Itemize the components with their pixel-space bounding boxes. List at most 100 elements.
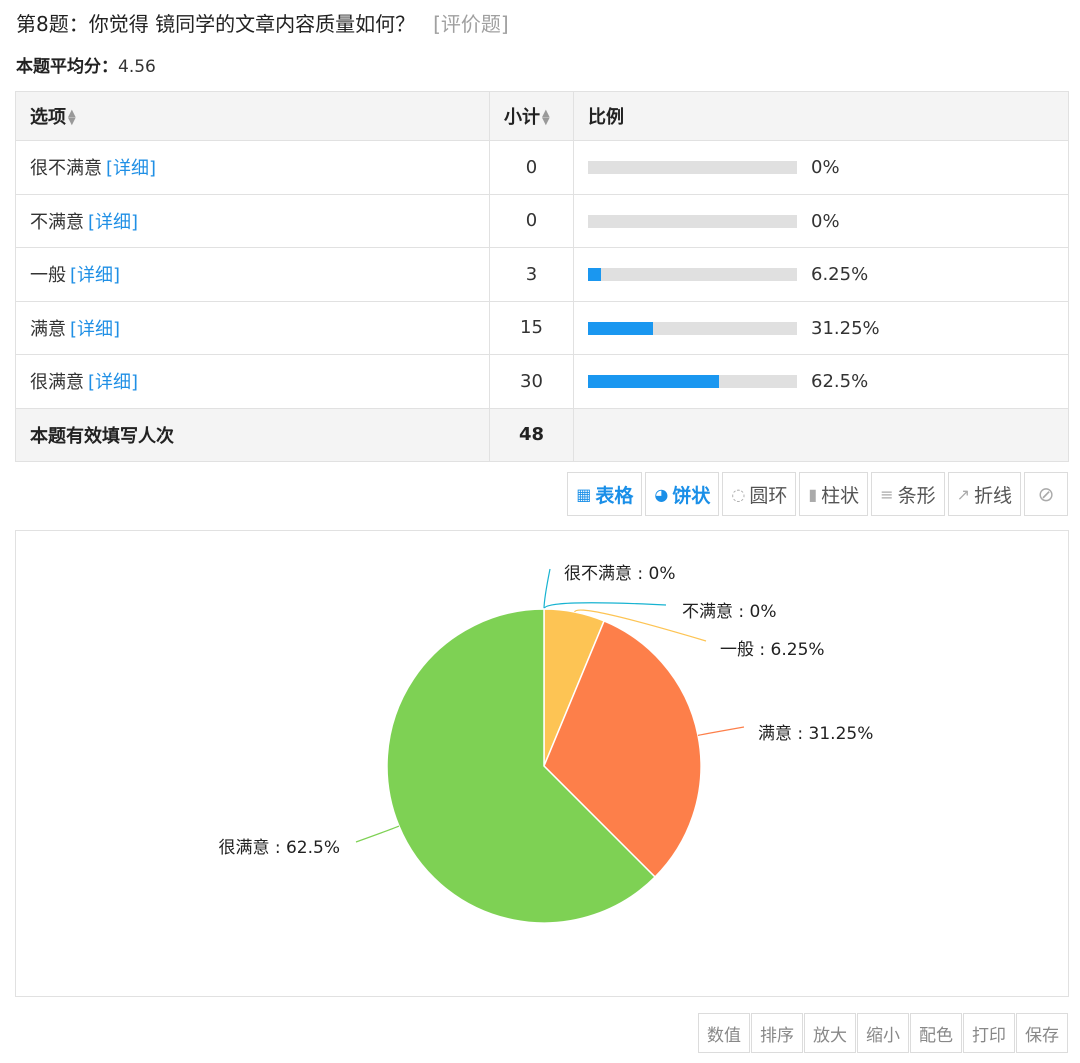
count-cell: 0 bbox=[489, 193, 574, 248]
detail-link[interactable]: [详细] bbox=[70, 318, 121, 340]
average-value: 4.56 bbox=[118, 57, 156, 77]
horizontal-bar-icon: ≡ bbox=[880, 484, 894, 504]
option-cell: 很满意 [详细] bbox=[15, 354, 490, 409]
ratio-bar bbox=[588, 375, 797, 388]
ratio-bar bbox=[588, 214, 797, 228]
pie-leader-line-4 bbox=[355, 825, 400, 843]
header-option-label: 选项 bbox=[30, 107, 66, 128]
pie-slice-4[interactable] bbox=[386, 608, 657, 924]
tab-table[interactable]: ▦ 表格 bbox=[567, 472, 643, 516]
bar-chart-icon: ▮ bbox=[808, 484, 818, 504]
tab-line-label: 折线 bbox=[973, 484, 1012, 507]
tab-hide-chart[interactable]: ⊘ bbox=[1024, 472, 1068, 516]
pie-leader-line-3 bbox=[697, 726, 745, 736]
total-count: 48 bbox=[489, 407, 574, 462]
ratio-percent: 0% bbox=[811, 157, 840, 178]
count-cell: 3 bbox=[489, 247, 574, 302]
header-count-label: 小计 bbox=[504, 107, 540, 128]
table-header-row: 选项 ▲ ▼ 小计 ▲ ▼ 比例 bbox=[15, 91, 1069, 141]
ratio-cell: 31.25% bbox=[573, 300, 1069, 355]
tab-line[interactable]: ↗ 折线 bbox=[947, 472, 1021, 516]
donut-icon: ◌ bbox=[731, 484, 746, 504]
header-option[interactable]: 选项 ▲ ▼ bbox=[15, 91, 490, 141]
option-cell: 很不满意 [详细] bbox=[15, 140, 490, 195]
question-type: [评价题] bbox=[433, 12, 509, 36]
ratio-cell: 0% bbox=[573, 193, 1069, 248]
option-label: 很满意 bbox=[30, 372, 84, 394]
ratio-percent: 62.5% bbox=[811, 371, 869, 392]
pie-chart-svg: 很不满意 : 0% 不满意 : 0% 一般 : 6.25% 满意 : 31.25% 很满… bbox=[218, 564, 873, 924]
count-cell: 0 bbox=[489, 140, 574, 195]
tab-horizontal-bar-label: 条形 bbox=[897, 484, 936, 507]
ratio-cell: 0% bbox=[573, 140, 1069, 195]
table-row: 很满意 [详细] 30 62.5% bbox=[15, 354, 1069, 409]
pie-label-3: 满意 : 31.25% bbox=[758, 724, 873, 744]
option-label: 一般 bbox=[30, 265, 66, 287]
table-row: 一般 [详细] 3 6.25% bbox=[15, 247, 1069, 302]
ratio-bar-fill bbox=[588, 268, 602, 281]
line-chart-icon: ↗ bbox=[956, 484, 970, 504]
tab-donut-label: 圆环 bbox=[749, 484, 788, 507]
detail-link[interactable]: [详细] bbox=[88, 211, 139, 233]
table-row: 满意 [详细] 15 31.25% bbox=[15, 300, 1069, 355]
header-ratio: 比例 bbox=[573, 91, 1069, 141]
tool-zoom-in-button[interactable]: 放大 bbox=[804, 1013, 856, 1053]
ratio-bar bbox=[588, 321, 797, 335]
question-title-text: 第8题：你觉得 镜同学的文章内容质量如何？ bbox=[16, 12, 416, 36]
tool-zoom-out-button[interactable]: 缩小 bbox=[857, 1013, 909, 1053]
table-footer-row: 本题有效填写人次 48 bbox=[15, 407, 1069, 462]
pie-leader-line-2 bbox=[574, 609, 707, 642]
sort-icon[interactable]: ▲ ▼ bbox=[542, 108, 550, 127]
tab-pie[interactable]: ◕ 饼状 bbox=[645, 472, 720, 516]
pie-label-4: 很满意 : 62.5% bbox=[218, 838, 340, 858]
total-empty-cell bbox=[573, 407, 1069, 462]
tab-bar[interactable]: ▮ 柱状 bbox=[799, 472, 869, 516]
disable-icon: ⊘ bbox=[1037, 482, 1055, 506]
sort-icon[interactable]: ▲ ▼ bbox=[68, 108, 76, 127]
detail-link[interactable]: [详细] bbox=[88, 372, 139, 394]
pie-icon: ◕ bbox=[654, 484, 669, 504]
tab-horizontal-bar[interactable]: ≡ 条形 bbox=[871, 472, 945, 516]
ratio-percent: 6.25% bbox=[811, 264, 869, 285]
pie-chart: 很不满意 : 0% 不满意 : 0% 一般 : 6.25% 满意 : 31.25% 很满… bbox=[15, 530, 1069, 997]
tab-pie-label: 饼状 bbox=[672, 484, 711, 507]
tab-donut[interactable]: ◌ 圆环 bbox=[722, 472, 797, 516]
header-count[interactable]: 小计 ▲ ▼ bbox=[489, 91, 574, 141]
tool-color-button[interactable]: 配色 bbox=[910, 1013, 962, 1053]
tool-sort-button[interactable]: 排序 bbox=[751, 1013, 803, 1053]
ratio-bar bbox=[588, 161, 797, 174]
pie-leader-line-1 bbox=[543, 602, 667, 610]
option-cell: 不满意 [详细] bbox=[15, 193, 490, 248]
chart-tools: 数值 排序 放大 缩小 配色 打印 保存 bbox=[698, 1013, 1068, 1053]
pie-label-1: 不满意 : 0% bbox=[682, 602, 777, 622]
option-label: 很不满意 bbox=[30, 158, 102, 180]
tool-print-button[interactable]: 打印 bbox=[963, 1013, 1015, 1053]
ratio-bar-fill bbox=[588, 375, 719, 388]
detail-link[interactable]: [详细] bbox=[70, 265, 121, 287]
pie-label-0: 很不满意 : 0% bbox=[564, 564, 676, 584]
question-title: 第8题：你觉得 镜同学的文章内容质量如何？ [评价题] bbox=[16, 8, 509, 40]
count-cell: 30 bbox=[489, 354, 574, 409]
tool-save-button[interactable]: 保存 bbox=[1016, 1013, 1068, 1053]
average-label: 本题平均分： bbox=[16, 57, 118, 77]
ratio-bar-fill bbox=[588, 321, 654, 335]
pie-label-2: 一般 : 6.25% bbox=[720, 640, 825, 660]
stats-table: 选项 ▲ ▼ 小计 ▲ ▼ 比例 很不满意 [详细] 0 0% 不满意 [详细] 0 0% … bbox=[15, 91, 1069, 462]
count-cell: 15 bbox=[489, 300, 574, 355]
option-cell: 满意 [详细] bbox=[15, 300, 490, 355]
ratio-percent: 31.25% bbox=[811, 317, 880, 339]
ratio-percent: 0% bbox=[811, 210, 840, 232]
option-cell: 一般 [详细] bbox=[15, 247, 490, 302]
detail-link[interactable]: [详细] bbox=[106, 158, 157, 180]
table-row: 很不满意 [详细] 0 0% bbox=[15, 140, 1069, 195]
option-label: 满意 bbox=[30, 318, 66, 340]
total-label: 本题有效填写人次 bbox=[15, 407, 490, 462]
option-label: 不满意 bbox=[30, 211, 84, 233]
pie-leader-line-0 bbox=[543, 568, 551, 610]
ratio-bar bbox=[588, 268, 797, 281]
tool-values-button[interactable]: 数值 bbox=[698, 1013, 750, 1053]
ratio-cell: 62.5% bbox=[573, 354, 1069, 409]
table-icon: ▦ bbox=[576, 484, 592, 504]
table-row: 不满意 [详细] 0 0% bbox=[15, 193, 1069, 248]
ratio-cell: 6.25% bbox=[573, 247, 1069, 302]
